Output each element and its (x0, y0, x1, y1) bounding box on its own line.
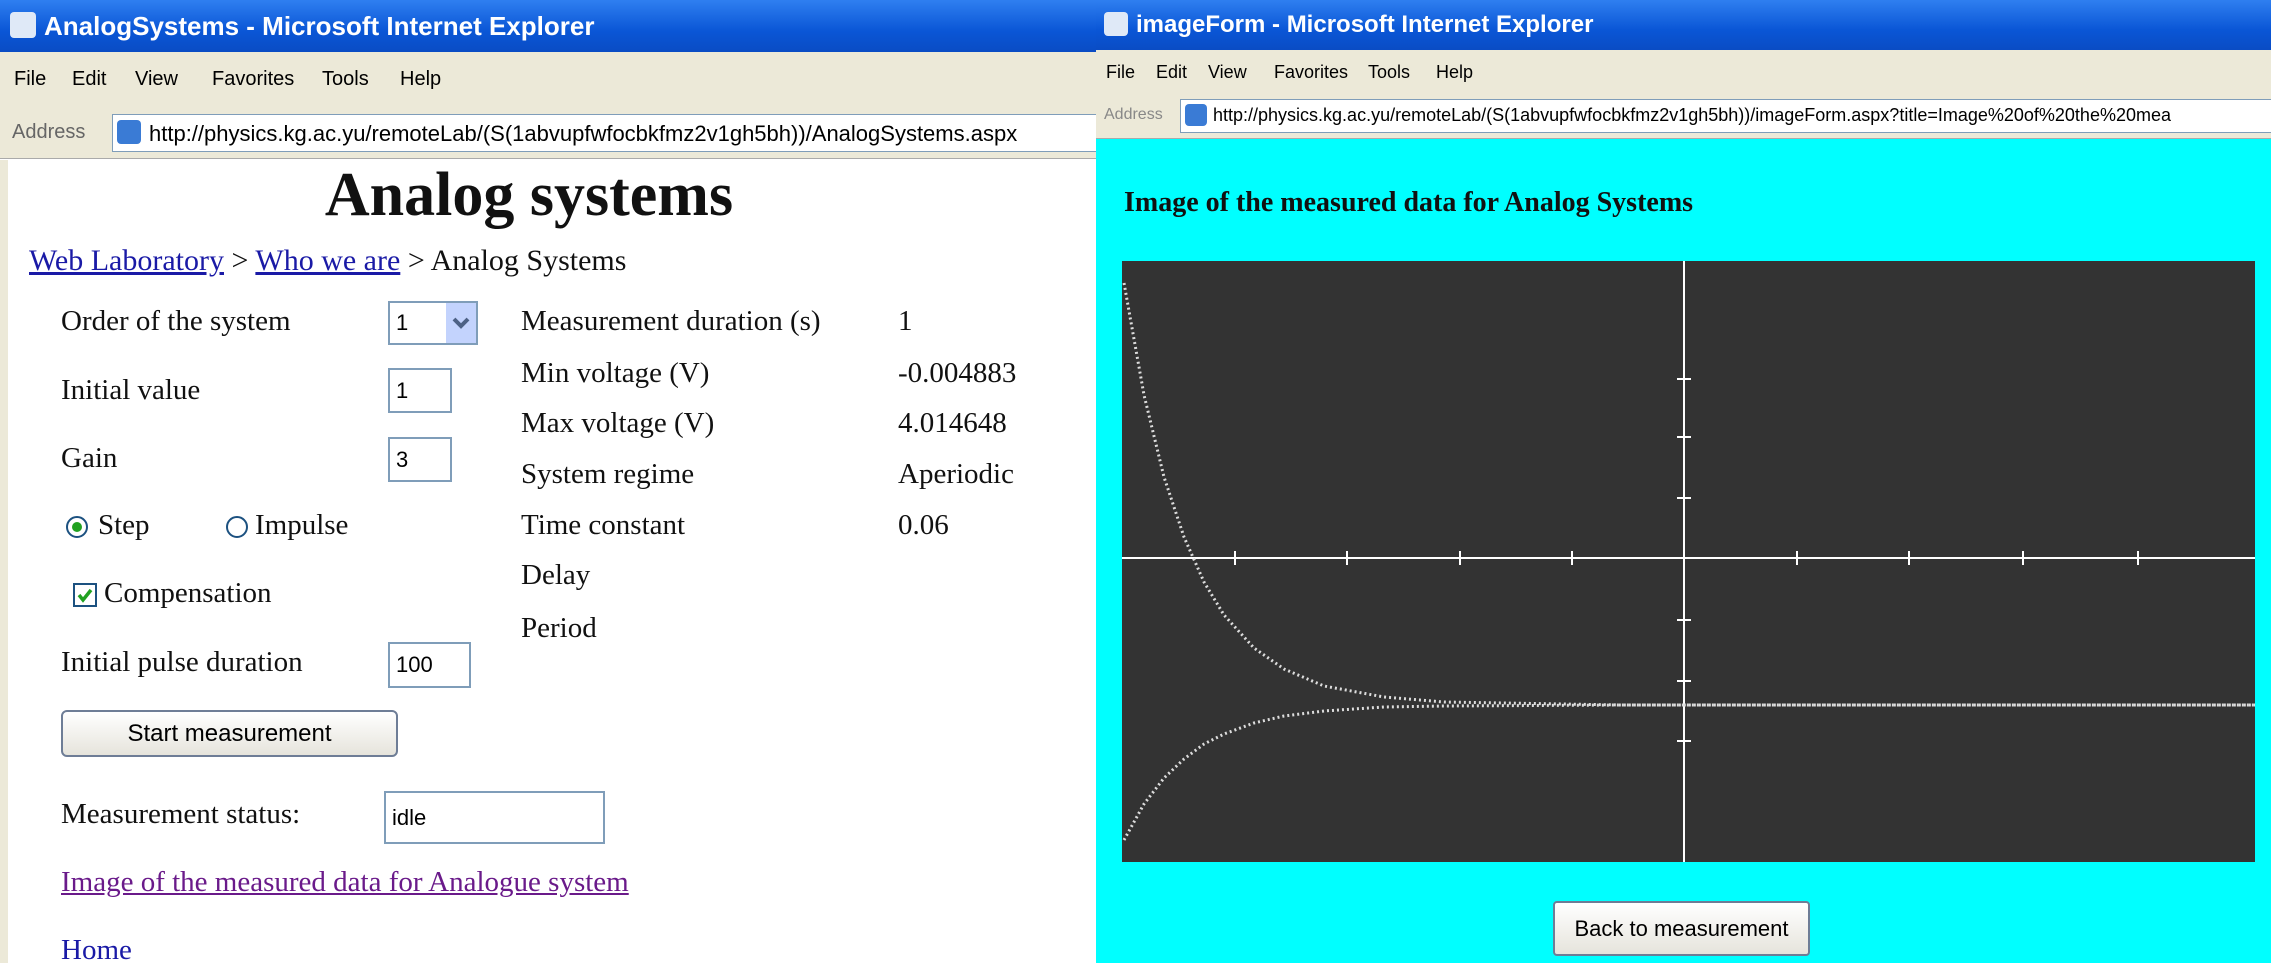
menu-bar: File Edit View Favorites Tools Help (1096, 50, 2271, 94)
address-field[interactable]: http://physics.kg.ac.yu/remoteLab/(S(1ab… (1180, 99, 2271, 133)
form-label: Measurement status: (61, 798, 300, 831)
result-value: 0.06 (898, 509, 949, 542)
ie-icon (1104, 12, 1128, 36)
url: http://physics.kg.ac.yu/remoteLab/(S(1ab… (149, 121, 1017, 147)
plot-background (1122, 261, 2255, 862)
result-label: System regime (521, 458, 694, 491)
address-label: Address (12, 121, 85, 144)
order-select[interactable]: 1 (388, 301, 478, 345)
arrow-icon (446, 303, 476, 343)
window-title: imageForm - Microsoft Internet Explorer (1136, 11, 1593, 38)
result-label: Time constant (521, 509, 685, 542)
page-icon (117, 120, 141, 144)
address-field[interactable]: http://physics.kg.ac.yu/remoteLab/(S(1ab… (112, 114, 1096, 152)
breadcrumb-link[interactable]: Who we are (255, 244, 400, 277)
radio-dot (72, 522, 82, 532)
status-input[interactable]: idle (384, 791, 605, 844)
left-window: AnalogSystems - Microsoft Internet Explo… (0, 0, 1096, 963)
result-label: Min voltage (V) (521, 357, 709, 390)
menu-item[interactable]: Edit (72, 68, 106, 91)
checkbox-label: Compensation (104, 577, 272, 610)
breadcrumb-current: Analog Systems (431, 244, 627, 277)
back-button[interactable]: Back to measurement (1553, 901, 1810, 956)
window-title: AnalogSystems - Microsoft Internet Explo… (44, 11, 594, 41)
select-value: 1 (396, 310, 408, 335)
radio-step[interactable] (64, 514, 90, 540)
initial-value-input[interactable]: 1 (388, 368, 452, 413)
menu-item[interactable]: File (1106, 62, 1135, 83)
result-label: Period (521, 612, 597, 645)
menu-item[interactable]: Favorites (1274, 62, 1348, 83)
breadcrumb-link[interactable]: Web Laboratory (29, 244, 224, 277)
pulse-input[interactable]: 100 (388, 642, 471, 688)
image-link[interactable]: Image of the measured data for Analogue … (61, 866, 629, 899)
input-value: idle (392, 805, 426, 830)
right-window: imageForm - Microsoft Internet Explorer … (1096, 0, 2271, 963)
address-bar: Address http://physics.kg.ac.yu/remoteLa… (0, 108, 1096, 159)
input-value: 3 (396, 447, 408, 472)
menu-item[interactable]: File (14, 68, 46, 91)
result-label: Measurement duration (s) (521, 305, 821, 338)
button-label: Start measurement (127, 720, 331, 747)
title-bar: imageForm - Microsoft Internet Explorer (1096, 0, 2271, 50)
result-label: Max voltage (V) (521, 407, 714, 440)
menu-item[interactable]: Help (1436, 62, 1473, 83)
input-value: 1 (396, 378, 408, 403)
page-heading: Analog systems (325, 160, 733, 231)
breadcrumb: Web Laboratory > Who we are > Analog Sys… (29, 244, 626, 278)
menu-item[interactable]: View (1208, 62, 1247, 83)
address-bar: Address http://physics.kg.ac.yu/remoteLa… (1096, 94, 2271, 139)
breadcrumb-separator: > (408, 244, 425, 277)
menu-item[interactable]: Help (400, 68, 441, 91)
url: http://physics.kg.ac.yu/remoteLab/(S(1ab… (1213, 105, 2171, 126)
form-label: Initial value (61, 374, 200, 407)
window-border (0, 160, 8, 963)
arrow (454, 319, 468, 326)
menu-bar: File Edit View Favorites Tools Help (0, 52, 1096, 108)
result-value: 1 (898, 305, 913, 338)
home-link[interactable]: Home (61, 934, 132, 963)
title-bar: AnalogSystems - Microsoft Internet Explo… (0, 0, 1096, 52)
menu-item[interactable]: Tools (1368, 62, 1410, 83)
start-button[interactable]: Start measurement (61, 710, 398, 757)
ie-icon (10, 12, 36, 38)
radio-impulse[interactable] (224, 514, 250, 540)
image-heading: Image of the measured data for Analog Sy… (1124, 187, 1693, 219)
result-value: 4.014648 (898, 407, 1007, 440)
form-label: Initial pulse duration (61, 646, 303, 679)
result-value: Aperiodic (898, 458, 1014, 491)
menu-item[interactable]: Edit (1156, 62, 1187, 83)
result-value: -0.004883 (898, 357, 1016, 390)
menu-item[interactable]: View (135, 68, 178, 91)
breadcrumb-separator: > (232, 244, 249, 277)
radio-label: Step (98, 509, 150, 542)
input-value: 100 (396, 652, 433, 677)
form-label: Order of the system (61, 305, 291, 338)
page-icon (1185, 104, 1207, 126)
menu-item[interactable]: Favorites (212, 68, 294, 91)
menu-item[interactable]: Tools (322, 68, 369, 91)
button-label: Back to measurement (1575, 916, 1789, 941)
result-label: Delay (521, 559, 590, 592)
measurement-image (1122, 261, 2255, 862)
radio-circle (227, 517, 247, 537)
form-label: Gain (61, 442, 117, 475)
address-label: Address (1104, 106, 1163, 124)
screen: AnalogSystems - Microsoft Internet Explo… (0, 0, 2271, 963)
compensation-checkbox[interactable] (72, 582, 98, 608)
radio-label: Impulse (255, 509, 348, 542)
select-arrow (446, 303, 476, 343)
gain-input[interactable]: 3 (388, 437, 452, 482)
